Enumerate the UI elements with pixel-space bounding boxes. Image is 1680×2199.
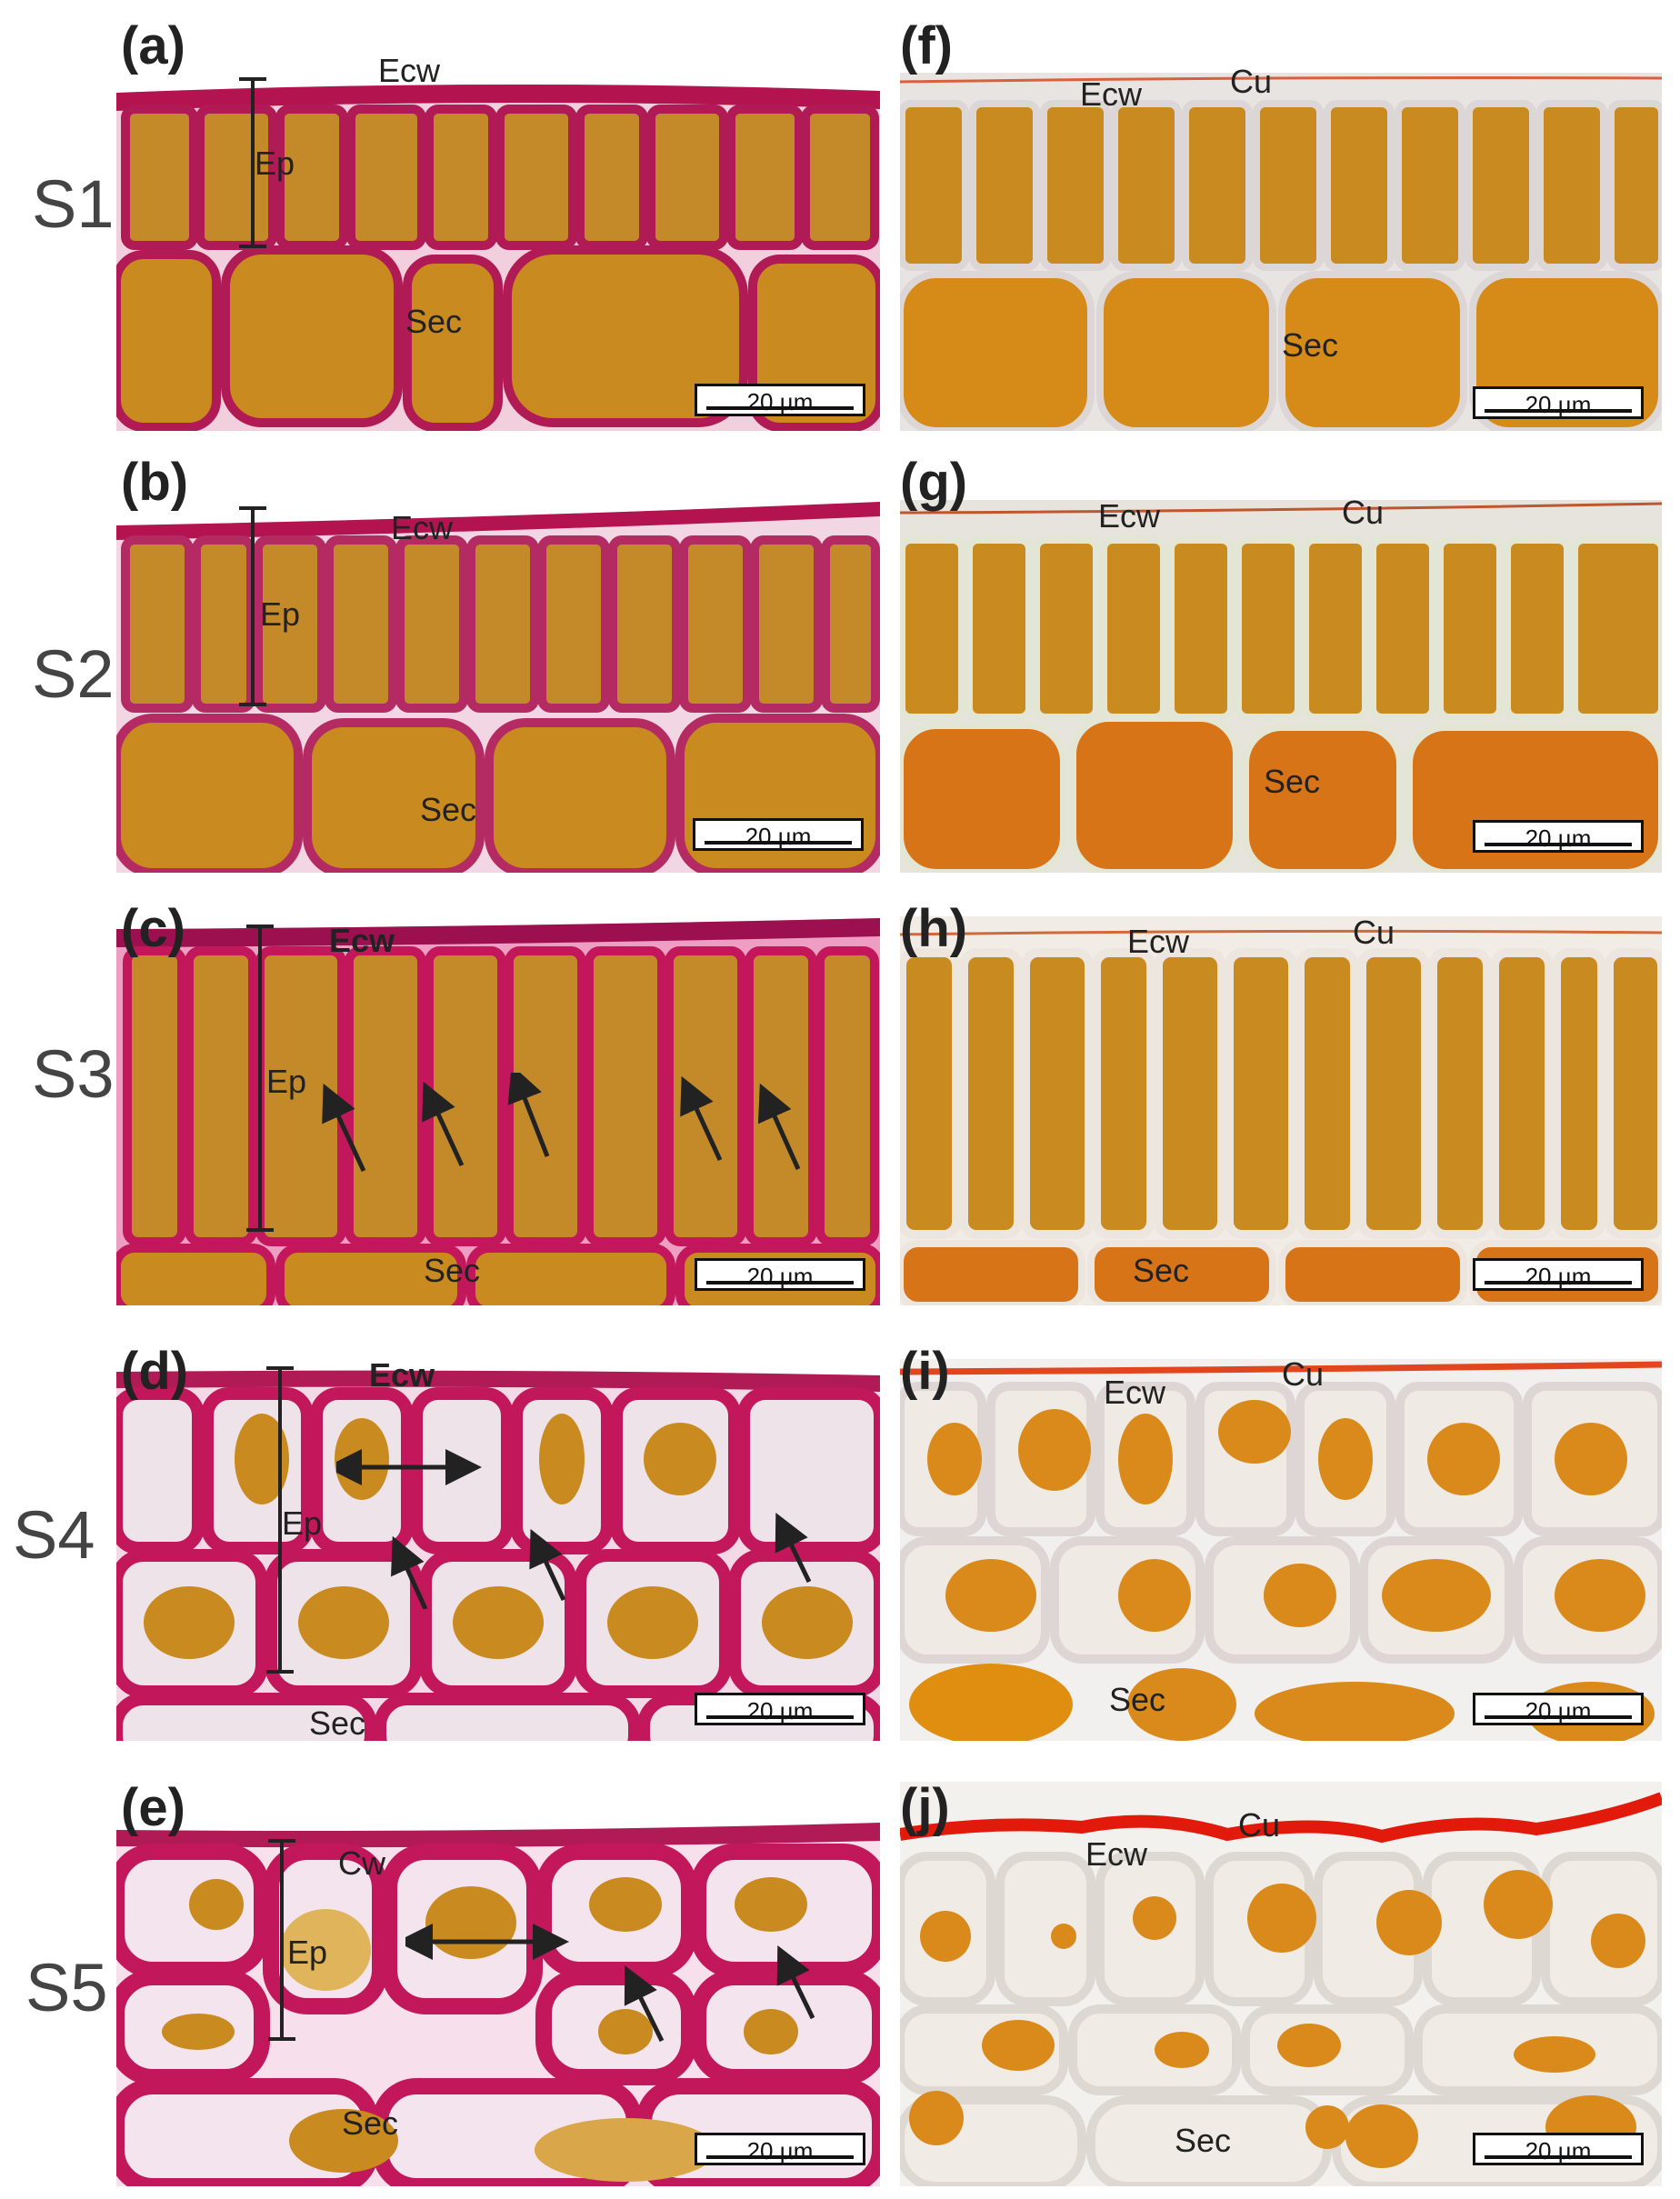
ep-bracket-b (239, 506, 266, 706)
label-ep-e: Ep (287, 1934, 328, 1971)
stage-label-s3: S3 (32, 1036, 115, 1112)
label-sec-i: Sec (1109, 1681, 1166, 1718)
label-cu-j: Cu (1238, 1806, 1281, 1844)
label-ep-d: Ep (282, 1504, 323, 1542)
scale-bar-i: 20 µm (1473, 1693, 1644, 1725)
label-cw-e: Cw (338, 1844, 385, 1882)
ep-bracket-a (239, 77, 266, 248)
label-cu-h: Cu (1353, 914, 1395, 951)
micrograph-panel-f (900, 73, 1662, 431)
scale-bar-e: 20 µm (695, 2133, 865, 2165)
label-cu-f: Cu (1230, 63, 1273, 100)
label-ecw-a: Ecw (378, 52, 441, 89)
panel-label-f: (f) (900, 16, 953, 75)
arrows-d (336, 1449, 812, 1609)
micrograph-panel-c (116, 916, 880, 1305)
label-ecw-h: Ecw (1127, 923, 1190, 960)
label-ecw-b: Ecw (391, 509, 454, 546)
stage-label-s1: S1 (32, 166, 115, 242)
label-ecw-d: Ecw (369, 1356, 435, 1394)
micrograph-panel-a (116, 73, 880, 431)
label-ep-c: Ep (266, 1063, 307, 1100)
label-ecw-i: Ecw (1104, 1374, 1166, 1411)
arrows-c (322, 1073, 801, 1173)
arrows-e (405, 1924, 815, 2043)
micrograph-panel-e (116, 1823, 880, 2186)
stage-label-s5: S5 (25, 1950, 108, 2025)
panel-label-b: (b) (121, 453, 189, 512)
label-ecw-g: Ecw (1098, 497, 1161, 535)
scale-bar-h: 20 µm (1473, 1258, 1644, 1291)
scale-bar-g: 20 µm (1473, 820, 1644, 853)
ep-bracket-e (268, 1839, 295, 2041)
label-ep-a: Ep (255, 145, 295, 182)
micrograph-panel-j (900, 1782, 1662, 2186)
panel-label-i: (i) (900, 1342, 950, 1401)
micrograph-panel-h (900, 916, 1662, 1305)
ep-bracket-c (246, 925, 274, 1232)
label-cu-g: Cu (1342, 494, 1385, 531)
panel-label-e: (e) (121, 1778, 185, 1837)
label-sec-j: Sec (1175, 2122, 1232, 2159)
stage-label-s4: S4 (13, 1497, 95, 1573)
label-ecw-f: Ecw (1080, 75, 1143, 113)
scale-bar-a: 20 µm (695, 384, 865, 416)
scale-bar-b: 20 µm (693, 818, 864, 851)
label-sec-f: Sec (1282, 326, 1339, 364)
ep-bracket-d (266, 1366, 294, 1674)
panel-label-g: (g) (900, 453, 968, 512)
label-sec-h: Sec (1133, 1252, 1190, 1289)
label-sec-c: Sec (424, 1252, 481, 1289)
micrograph-panel-d (116, 1359, 880, 1741)
label-ecw-j: Ecw (1085, 1835, 1148, 1873)
micrograph-panel-b (116, 500, 880, 873)
label-sec-a: Sec (405, 303, 463, 340)
scale-bar-d: 20 µm (695, 1693, 865, 1725)
stage-label-s2: S2 (32, 636, 115, 712)
panel-label-a: (a) (121, 16, 185, 75)
panel-label-h: (h) (900, 899, 968, 958)
scale-bar-c: 20 µm (695, 1258, 865, 1291)
scale-bar-f: 20 µm (1473, 386, 1644, 419)
panel-label-j: (j) (900, 1778, 950, 1837)
label-sec-b: Sec (420, 791, 477, 828)
label-ecw-c: Ecw (329, 922, 395, 959)
micrograph-panel-i (900, 1359, 1662, 1741)
label-sec-e: Sec (342, 2104, 399, 2142)
label-ep-b: Ep (260, 595, 301, 633)
scale-bar-j: 20 µm (1473, 2133, 1644, 2165)
label-sec-g: Sec (1264, 763, 1321, 800)
label-sec-d: Sec (309, 1704, 366, 1742)
micrograph-panel-g (900, 500, 1662, 873)
panel-label-d: (d) (121, 1342, 189, 1401)
label-cu-i: Cu (1282, 1355, 1325, 1393)
panel-label-c: (c) (121, 899, 185, 958)
